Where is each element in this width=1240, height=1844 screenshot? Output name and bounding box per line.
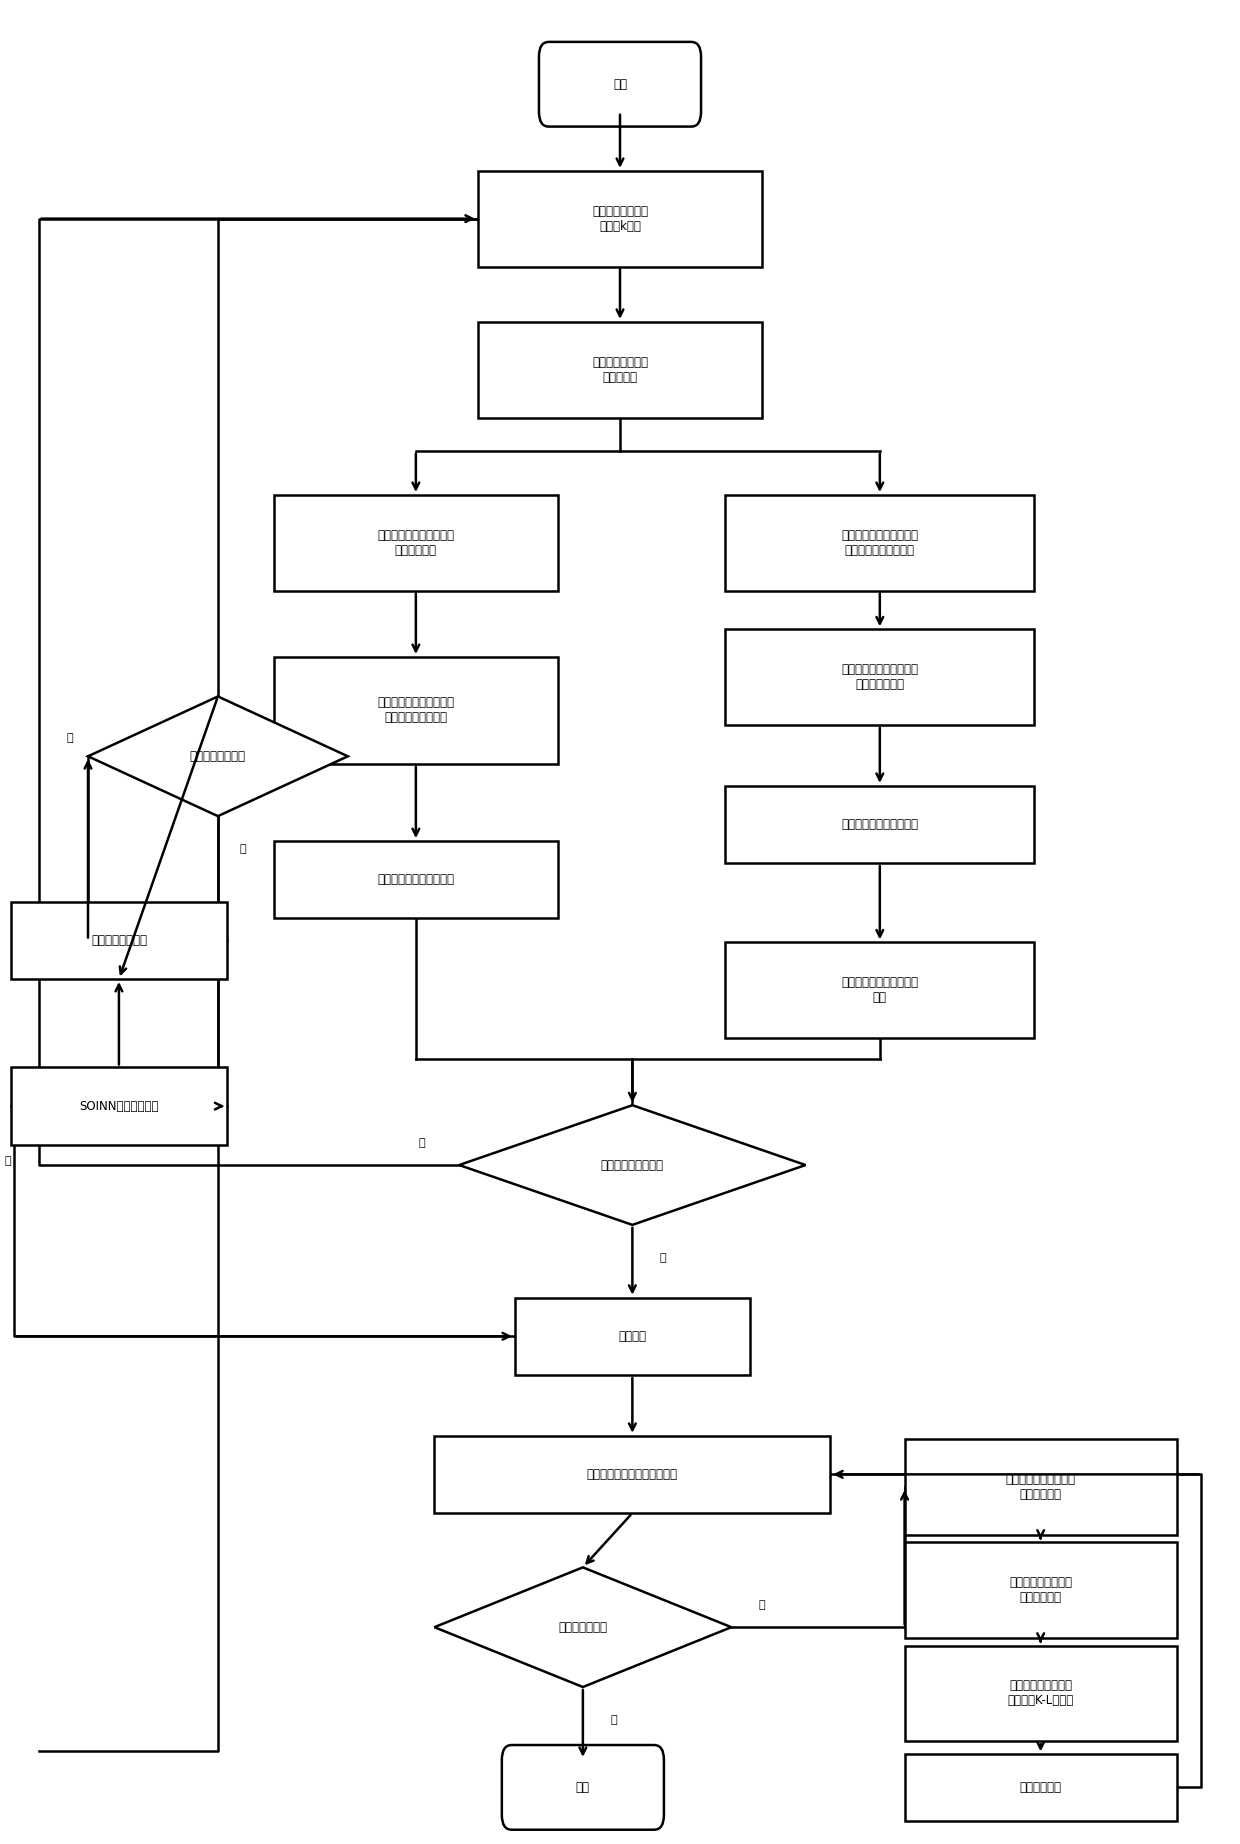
Bar <box>725 786 1034 863</box>
Text: 特征提取: 特征提取 <box>619 1330 646 1342</box>
Text: 是: 是 <box>419 1138 425 1149</box>
Bar <box>515 1298 750 1376</box>
Text: 将样本划分为可疑域、边
界域、安全域: 将样本划分为可疑域、边 界域、安全域 <box>377 529 454 557</box>
Bar <box>904 1542 1177 1637</box>
Text: SOINN进行增量聚类: SOINN进行增量聚类 <box>79 1099 159 1112</box>
Text: 开始: 开始 <box>613 77 627 90</box>
Text: 是: 是 <box>759 1601 765 1610</box>
Text: 是否有增量数据产生: 是否有增量数据产生 <box>601 1158 663 1171</box>
Polygon shape <box>434 1567 732 1687</box>
Bar <box>11 1068 227 1145</box>
Bar <box>477 321 763 417</box>
FancyBboxPatch shape <box>502 1744 663 1829</box>
Bar <box>434 1436 831 1514</box>
Text: 否: 否 <box>660 1254 667 1263</box>
Bar <box>274 841 558 918</box>
Bar <box>11 902 227 979</box>
Text: 是否产生新的节点: 是否产生新的节点 <box>190 751 246 763</box>
Text: 采用不同策略进行处理，
并计算样本权重: 采用不同策略进行处理， 并计算样本权重 <box>841 664 919 692</box>
Bar <box>904 1754 1177 1820</box>
Bar <box>274 656 558 763</box>
Text: 样本权重动态调整: 样本权重动态调整 <box>91 933 146 948</box>
Bar <box>725 494 1034 590</box>
Text: 否: 否 <box>610 1715 618 1726</box>
Text: 将样本划分为多数
类和少数类: 将样本划分为多数 类和少数类 <box>591 356 649 384</box>
Text: 训练集成支持向量机分类模型: 训练集成支持向量机分类模型 <box>587 1468 678 1481</box>
Text: 依据样本权重进行欠采样: 依据样本权重进行欠采样 <box>377 874 454 887</box>
Text: 对合成的少数类样本进行
验证: 对合成的少数类样本进行 验证 <box>841 975 919 1005</box>
Polygon shape <box>88 697 347 817</box>
Text: 是: 是 <box>66 732 73 743</box>
Text: 由原有集成模型对新增
特征进行识别: 由原有集成模型对新增 特征进行识别 <box>1006 1473 1075 1501</box>
Text: 计算数据集内每个
样本的k近邻: 计算数据集内每个 样本的k近邻 <box>591 205 649 232</box>
Text: 计算新增该特征与原
有特征的K-L相似度: 计算新增该特征与原 有特征的K-L相似度 <box>1008 1680 1074 1708</box>
Bar <box>725 942 1034 1038</box>
Text: 结束: 结束 <box>575 1781 590 1794</box>
Text: 将样本分为可以域、边界
域、半安全域、安全域: 将样本分为可以域、边界 域、半安全域、安全域 <box>841 529 919 557</box>
Text: 采用不同策略继续进行处
理，并计算样本权重: 采用不同策略继续进行处 理，并计算样本权重 <box>377 697 454 725</box>
Bar <box>725 629 1034 725</box>
Text: 否: 否 <box>239 845 246 854</box>
Text: 有效特征筛选: 有效特征筛选 <box>1019 1781 1061 1794</box>
Bar <box>477 171 763 267</box>
Text: 为原有基分类器赋予
动态遗忘权重: 为原有基分类器赋予 动态遗忘权重 <box>1009 1577 1073 1604</box>
Bar <box>904 1440 1177 1534</box>
Bar <box>904 1645 1177 1741</box>
Polygon shape <box>459 1105 806 1224</box>
FancyBboxPatch shape <box>539 42 701 127</box>
Text: 是否有新增特征: 是否有新增特征 <box>558 1621 608 1634</box>
Text: 否: 否 <box>4 1156 11 1167</box>
Bar <box>274 494 558 590</box>
Text: 依据样本权重进行欠采样: 依据样本权重进行欠采样 <box>841 819 919 832</box>
